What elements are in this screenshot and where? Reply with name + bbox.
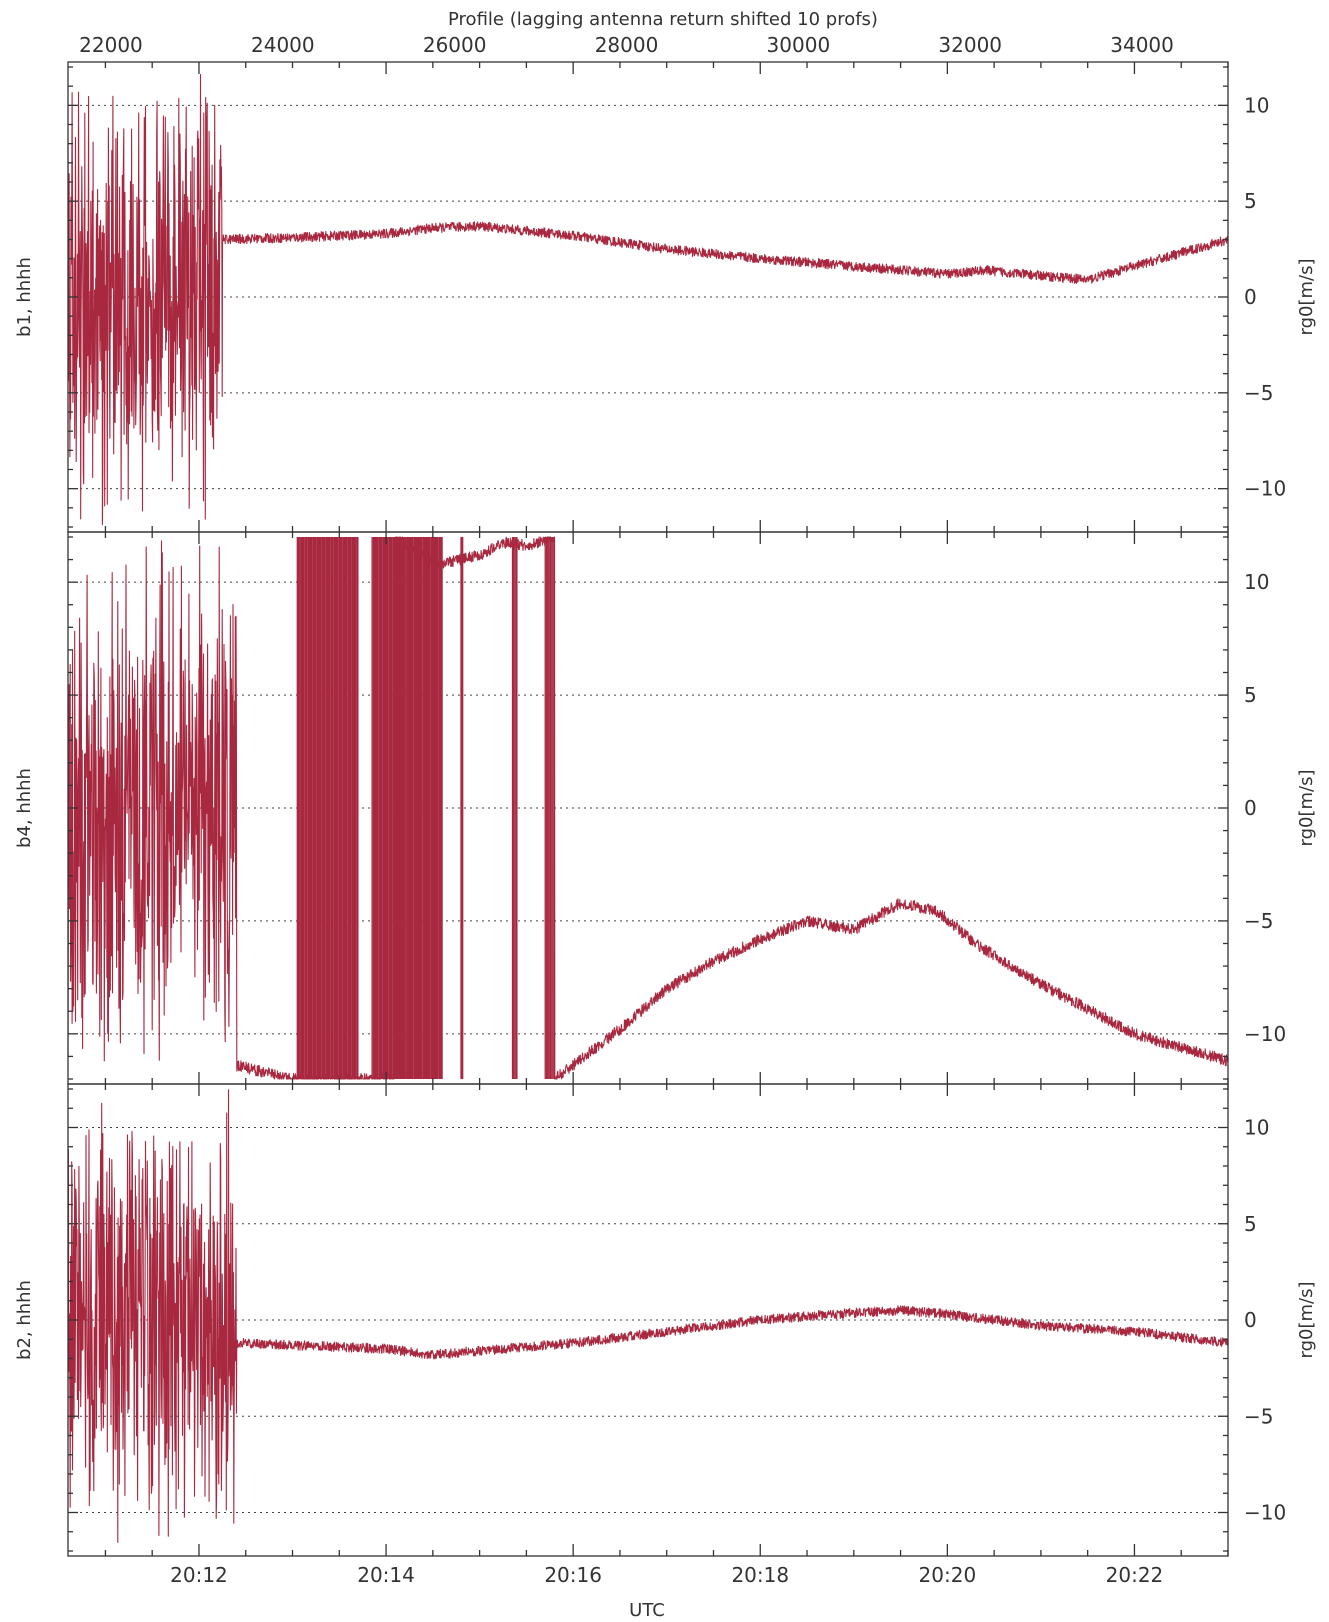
y-axis-label: rg0[m/s] [1296,1282,1317,1359]
y-tick-label: 0 [1244,1308,1257,1332]
y-tick-label: 10 [1244,570,1269,594]
series-line [67,74,1229,526]
y-tick-label: 10 [1244,93,1269,117]
panel-label: b4, hhhh [14,768,35,848]
y-axis-label: rg0[m/s] [1296,259,1317,336]
spike-burst [511,537,518,1079]
top-tick-label: 28000 [595,33,659,57]
y-tick-label: −5 [1244,1404,1273,1428]
spike-burst [394,537,443,1079]
panel-label: b2, hhhh [14,1280,35,1360]
spike-burst [544,537,556,1079]
top-tick-label: 24000 [251,33,315,57]
y-tick-label: 0 [1244,285,1257,309]
bottom-tick-label: 20:22 [1106,1563,1164,1587]
spike-burst [296,537,359,1079]
y-tick-label: 10 [1244,1116,1269,1140]
spike-burst [460,537,464,1079]
bottom-tick-label: 20:12 [170,1563,228,1587]
y-tick-label: 5 [1244,1212,1257,1236]
spike-bursts [296,537,556,1079]
top-tick-label: 26000 [423,33,487,57]
y-tick-label: −10 [1244,477,1286,501]
bottom-axis-label: UTC [629,1600,665,1621]
y-tick-label: 0 [1244,796,1257,820]
y-tick-label: 5 [1244,189,1257,213]
series-line [67,1089,1229,1543]
panel-1: −10 −5 0 5 10 b1, hhhh rg0[m/s] [14,61,1317,533]
top-tick-label: 34000 [1110,33,1174,57]
top-tick-label: 22000 [79,33,143,57]
top-axis: 22000 24000 26000 28000 30000 32000 34000 [79,33,1174,57]
top-axis-label: Profile (lagging antenna return shifted … [448,9,878,30]
bottom-tick-label: 20:14 [357,1563,415,1587]
y-tick-label: 5 [1244,683,1257,707]
y-tick-label: −10 [1244,1022,1286,1046]
panel-2: −10 −5 0 5 10 b4, hhhh rg0[m/s] [14,531,1317,1085]
y-axis-label: rg0[m/s] [1296,770,1317,847]
y-tick-label: −10 [1244,1501,1286,1525]
y-tick-label: −5 [1244,909,1273,933]
bottom-axis: 20:12 20:14 20:16 20:18 20:20 20:22 [170,1563,1163,1587]
y-tick-label: −5 [1244,381,1273,405]
bottom-tick-label: 20:16 [544,1563,602,1587]
panel-label: b1, hhhh [14,257,35,337]
bottom-tick-label: 20:20 [919,1563,977,1587]
bottom-tick-label: 20:18 [731,1563,789,1587]
top-tick-label: 32000 [938,33,1002,57]
top-tick-label: 30000 [767,33,831,57]
panel-3: −10 −5 0 5 10 b2, hhhh rg0[m/s] [14,1083,1317,1557]
series-line [67,536,1229,1080]
